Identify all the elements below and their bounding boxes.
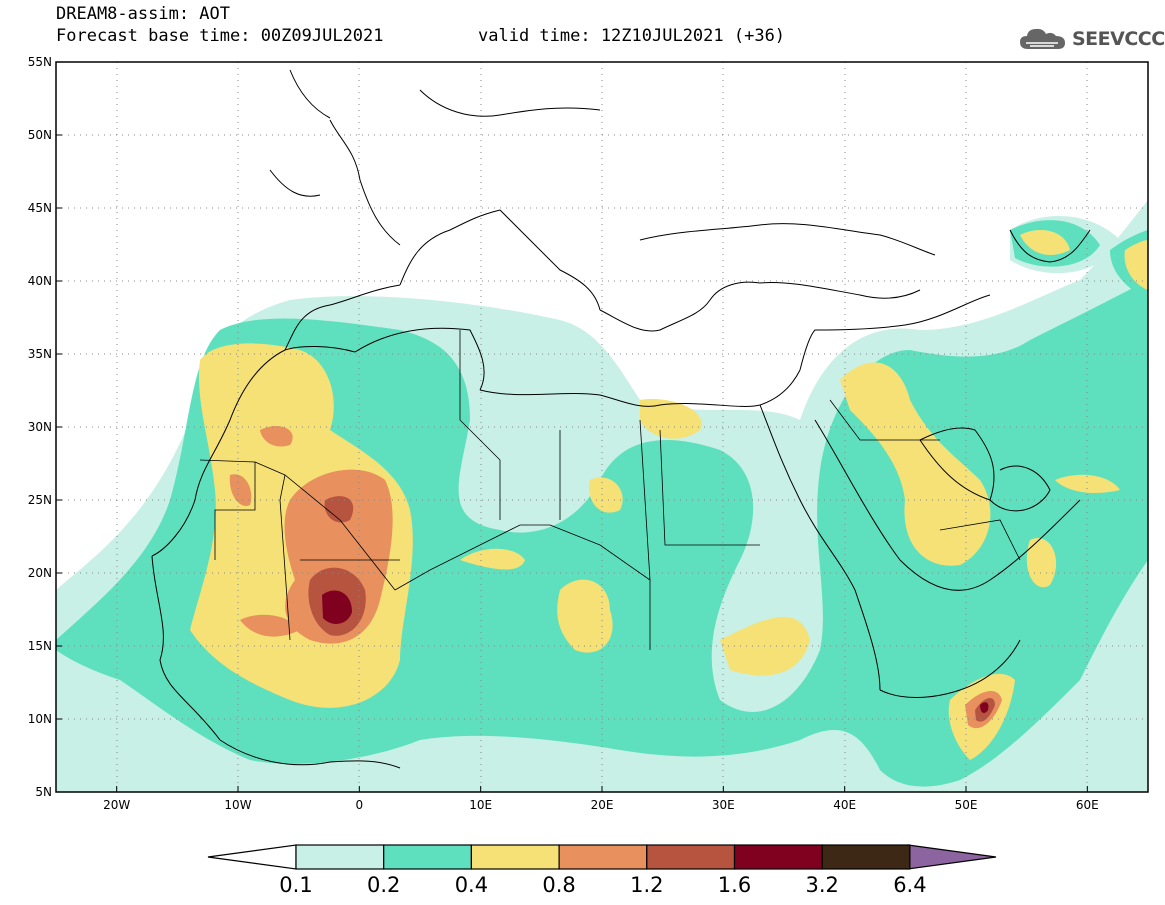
aot-field [56, 62, 1148, 792]
colorbar-label: 0.1 [279, 873, 312, 897]
seevccc-logo: SEEVCCC [1018, 26, 1165, 52]
lon-tick-label: 20E [591, 798, 614, 812]
colorbar-label: 1.6 [718, 873, 751, 897]
colorbar-label: 0.4 [455, 873, 488, 897]
colorbar-swatch [383, 844, 473, 870]
lat-tick-label: 30N [28, 420, 52, 434]
lat-tick-label: 35N [28, 347, 52, 361]
lat-tick-label: 5N [35, 785, 52, 799]
lon-tick-label: 40E [833, 798, 856, 812]
longitude-axis: 20W 10W 0 10E 20E 30E 40E 50E 60E [103, 786, 1099, 812]
coastlines [151, 69, 1091, 769]
lat-tick-label: 25N [28, 493, 52, 507]
colorbar-swatch [558, 844, 648, 870]
colorbar-label: 0.8 [542, 873, 575, 897]
lat-tick-label: 45N [28, 201, 52, 215]
colorbar-label: 3.2 [805, 873, 838, 897]
latitude-axis: 55N 50N 45N 40N 35N 30N 25N 20N 15N 10N 5N [28, 55, 62, 799]
lat-tick-label: 55N [28, 55, 52, 69]
lon-tick-label: 10W [224, 798, 251, 812]
lon-tick-label: 30E [712, 798, 735, 812]
colorbar-swatch [733, 844, 823, 870]
logo-text: SEEVCCC [1072, 28, 1165, 50]
colorbar-swatch [295, 844, 385, 870]
lat-tick-label: 50N [28, 128, 52, 142]
colorbar-label: 1.2 [630, 873, 663, 897]
forecast-base-time: Forecast base time: 00Z09JUL2021 [56, 26, 384, 46]
lat-tick-label: 20N [28, 566, 52, 580]
colorbar: 0.1 0.2 0.4 0.8 1.2 1.6 3.2 6.4 [207, 844, 997, 897]
lon-tick-label: 0 [356, 798, 364, 812]
chart-title: DREAM8-assim: AOT [56, 4, 230, 24]
lat-tick-label: 15N [28, 639, 52, 653]
lon-tick-label: 60E [1076, 798, 1099, 812]
lon-tick-label: 20W [103, 798, 130, 812]
colorbar-label: 6.4 [893, 873, 926, 897]
lon-tick-label: 50E [955, 798, 978, 812]
colorbar-swatch [821, 844, 911, 870]
colorbar-label: 0.2 [367, 873, 400, 897]
valid-time: valid time: 12Z10JUL2021 (+36) [478, 26, 786, 46]
colorbar-right-arrow [907, 844, 997, 870]
cloud-logo-icon [1020, 28, 1065, 49]
lat-tick-label: 10N [28, 712, 52, 726]
lon-tick-label: 10E [469, 798, 492, 812]
colorbar-left-arrow [207, 844, 297, 870]
colorbar-swatch [470, 844, 560, 870]
colorbar-swatch [646, 844, 736, 870]
lat-tick-label: 40N [28, 274, 52, 288]
